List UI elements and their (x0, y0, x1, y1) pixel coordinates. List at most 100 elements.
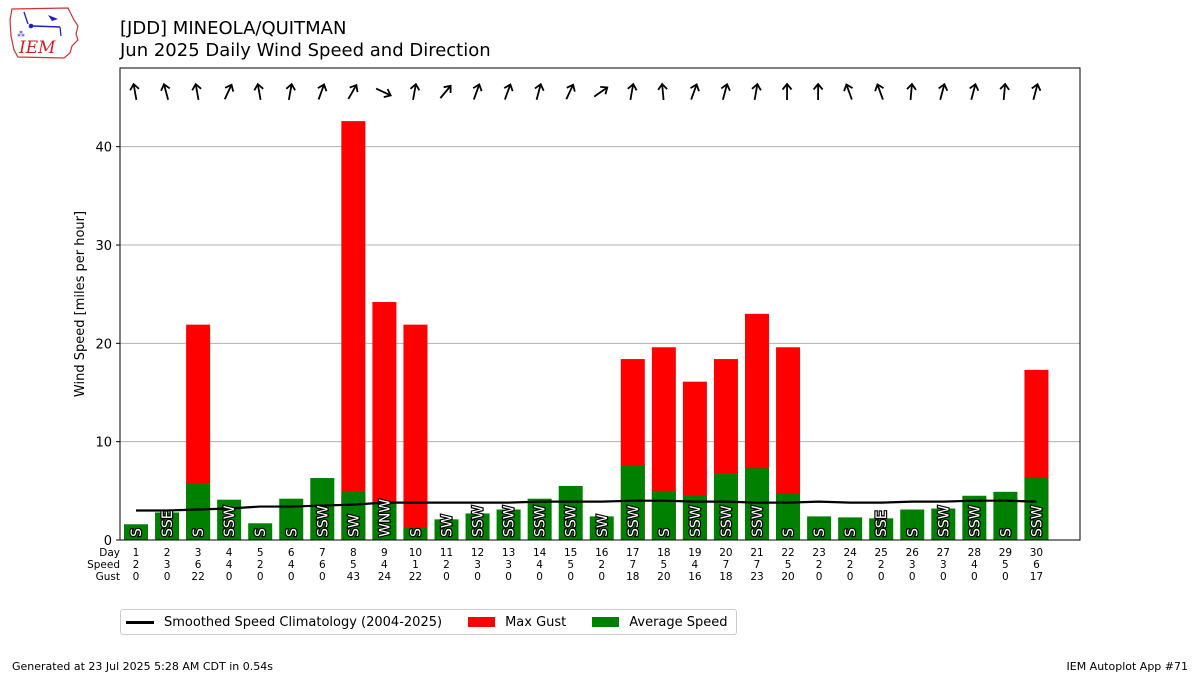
y-axis-label: Wind Speed [miles per hour] (73, 211, 88, 397)
gust-label: 0 (940, 571, 947, 583)
direction-label: SSW (626, 505, 642, 537)
speed-bar (403, 527, 428, 540)
row-label: Gust (96, 571, 120, 583)
gust-bar (341, 121, 366, 540)
speed-label: 3 (505, 559, 512, 571)
footer-app: IEM Autoplot App #71 (1066, 660, 1189, 673)
speed-bar (372, 502, 397, 540)
direction-label: S (812, 528, 828, 537)
speed-bar (900, 509, 925, 540)
plot-frame (119, 67, 1081, 541)
gust-label: 20 (657, 571, 670, 583)
direction-arrow-icon (999, 82, 1010, 101)
direction-label: SSW (564, 505, 580, 537)
y-tick-label: 40 (95, 141, 112, 156)
gust-label: 43 (347, 571, 360, 583)
direction-label: SSW (688, 505, 704, 537)
gust-label: 17 (1030, 571, 1043, 583)
gust-label: 0 (288, 571, 295, 583)
day-label: 24 (843, 547, 857, 559)
speed-bar (496, 509, 521, 540)
direction-arrow-icon (657, 82, 668, 101)
direction-arrow-icon (129, 82, 140, 101)
day-label: 15 (564, 547, 577, 559)
day-label: 21 (750, 547, 763, 559)
direction-label: SW (595, 514, 611, 537)
legend-label-gust: Max Gust (505, 614, 567, 630)
direction-arrow-icon (317, 83, 328, 100)
day-label: 27 (937, 547, 950, 559)
direction-arrow-icon (906, 82, 917, 101)
direction-label: SSE (160, 510, 176, 537)
speed-bar (186, 482, 211, 540)
direction-label: S (191, 528, 207, 537)
direction-arrow-icon (223, 83, 235, 100)
y-tick-label: 10 (95, 436, 112, 451)
day-label: 17 (626, 547, 639, 559)
speed-label: 7 (723, 559, 730, 571)
gust-bar (403, 324, 428, 540)
speed-bar (310, 478, 335, 540)
gust-label: 0 (257, 571, 264, 583)
gust-label: 22 (191, 571, 204, 583)
gust-label: 0 (319, 571, 326, 583)
speed-label: 4 (381, 559, 388, 571)
direction-label: SW (346, 514, 362, 537)
direction-label: SSW (222, 505, 238, 537)
speed-bar (341, 491, 366, 540)
day-label: 18 (657, 547, 670, 559)
svg-text:⁂: ⁂ (17, 29, 25, 39)
gust-label: 0 (878, 571, 885, 583)
direction-arrow-icon (191, 82, 202, 101)
day-label: 9 (381, 547, 388, 559)
gust-label: 20 (781, 571, 794, 583)
direction-label: SW (440, 514, 456, 537)
gust-label: 0 (443, 571, 450, 583)
direction-arrow-icon (720, 82, 731, 100)
chart-subtitle: Jun 2025 Daily Wind Speed and Direction (120, 40, 491, 61)
legend-swatch-climatology (126, 620, 154, 624)
speed-label: 3 (474, 559, 481, 571)
day-label: 6 (288, 547, 295, 559)
direction-label: SSW (936, 505, 952, 537)
speed-bar (651, 490, 676, 540)
day-label: 28 (968, 547, 981, 559)
direction-label: S (253, 528, 269, 537)
speed-bar (962, 495, 987, 540)
speed-label: 3 (909, 559, 916, 571)
speed-bar (248, 523, 273, 540)
y-tick-label: 20 (95, 337, 112, 352)
gust-label: 0 (598, 571, 605, 583)
direction-label: S (843, 528, 859, 537)
speed-label: 3 (940, 559, 947, 571)
speed-bar (465, 513, 490, 540)
gust-label: 0 (909, 571, 916, 583)
gust-label: 0 (474, 571, 481, 583)
row-label: Speed (87, 559, 120, 571)
legend: Smoothed Speed Climatology (2004-2025) M… (120, 609, 737, 635)
speed-label: 5 (1002, 559, 1009, 571)
speed-label: 5 (567, 559, 574, 571)
day-label: 14 (533, 547, 547, 559)
speed-label: 2 (443, 559, 450, 571)
legend-label-climatology: Smoothed Speed Climatology (2004-2025) (164, 614, 443, 630)
direction-label: SSW (719, 505, 735, 537)
gust-label: 0 (816, 571, 823, 583)
direction-arrow-icon (409, 82, 421, 101)
direction-label: S (657, 528, 673, 537)
speed-label: 4 (692, 559, 699, 571)
day-label: 4 (226, 547, 233, 559)
logo-text: IEM (18, 38, 56, 58)
speed-label: 5 (350, 559, 357, 571)
speed-label: 4 (226, 559, 233, 571)
day-label: 20 (719, 547, 732, 559)
day-label: 16 (595, 547, 609, 559)
direction-arrow-icon (503, 83, 514, 100)
speed-bar (620, 465, 645, 540)
speed-bar (434, 519, 459, 540)
speed-label: 7 (754, 559, 761, 571)
speed-bar (931, 508, 956, 540)
direction-label: SSW (315, 505, 331, 537)
day-label: 2 (164, 547, 171, 559)
legend-item-climatology: Smoothed Speed Climatology (2004-2025) (126, 615, 442, 630)
